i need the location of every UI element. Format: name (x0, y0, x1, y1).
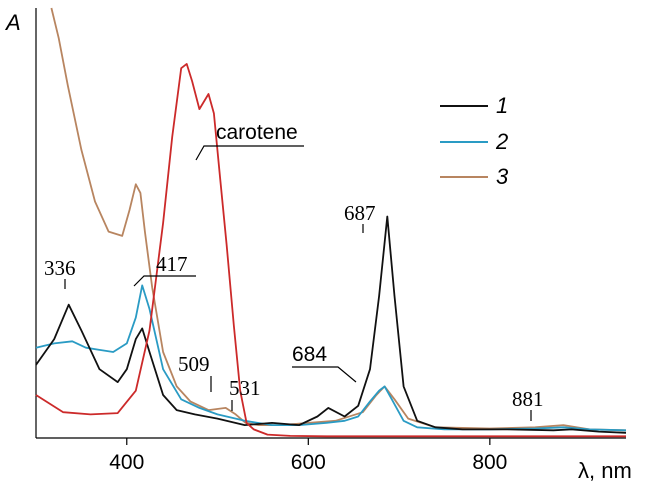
x-ticks: 400 600 800 (109, 438, 507, 474)
series-line-2 (35, 284, 627, 432)
legend-label-3: 3 (496, 164, 509, 189)
series-line-1 (35, 215, 627, 434)
peak-label-336: 336 (44, 256, 76, 280)
x-tick-label-600: 600 (291, 451, 326, 474)
peak-annotations: 336 417 509 531 684 687 881 (44, 201, 544, 421)
x-tick-label-800: 800 (472, 451, 507, 474)
x-tick-label-400: 400 (109, 451, 144, 474)
x-axis-label: λ, nm (578, 458, 632, 483)
peak-label-509: 509 (178, 352, 210, 376)
series-line-carotene (35, 63, 626, 438)
y-axis-label: A (4, 10, 21, 35)
peak-label-684: 684 (292, 343, 327, 366)
peak-label-531: 531 (229, 376, 261, 400)
legend: 1 2 3 (440, 93, 509, 189)
peak-label-881: 881 (512, 387, 544, 411)
series-layer (35, 7, 627, 438)
legend-label-1: 1 (496, 93, 508, 118)
peak-label-417: 417 (156, 252, 188, 276)
carotene-annotation: carotene (195, 121, 304, 161)
peak-leader-684 (292, 366, 357, 383)
peak-label-687: 687 (344, 201, 376, 225)
legend-label-2: 2 (495, 129, 508, 154)
peak-leader-417 (133, 275, 196, 287)
carotene-label: carotene (216, 121, 298, 144)
carotene-leader (195, 145, 304, 161)
